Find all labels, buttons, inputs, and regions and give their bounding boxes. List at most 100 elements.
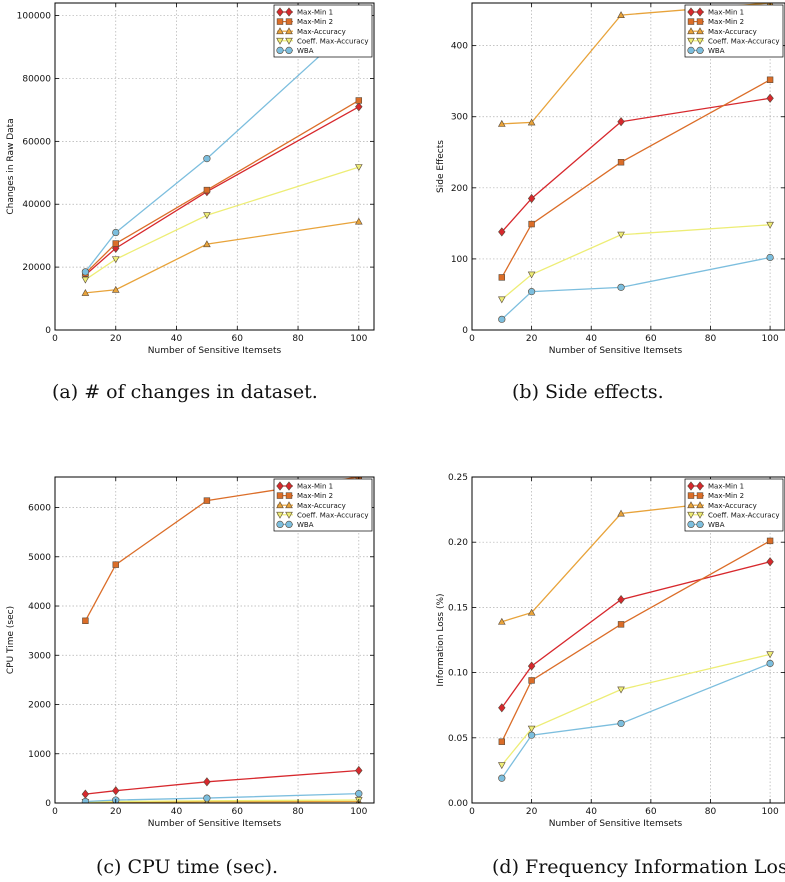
- legend-marker-max-accuracy: [687, 27, 695, 35]
- legend-marker-max-accuracy: [285, 501, 293, 509]
- x-tick-label: 60: [232, 807, 244, 817]
- series-layer: [81, 16, 363, 296]
- plot-frame: [471, 2, 785, 331]
- y-tick-label: 0: [462, 326, 468, 336]
- x-axis-label: Number of Sensitive Itemsets: [148, 346, 282, 356]
- legend-marker-coeff-max-accuracy: [276, 511, 284, 519]
- y-tick-label: 0: [45, 799, 51, 809]
- series-line-coeff-max-accuracy: [85, 799, 359, 803]
- x-tick-label: 40: [586, 807, 598, 817]
- y-tick-label: 40000: [22, 200, 51, 210]
- x-tick-label: 20: [526, 334, 538, 344]
- legend-label-wba: WBA: [708, 521, 725, 529]
- y-tick-label: 0.20: [448, 538, 468, 548]
- series-line-wba: [84, 19, 360, 273]
- legend-label-max-accuracy: Max-Accuracy: [297, 28, 346, 36]
- x-axis-label: Number of Sensitive Itemsets: [148, 819, 282, 829]
- series-line-max-min-2: [501, 79, 771, 278]
- y-tick-label: 400: [451, 42, 468, 52]
- legend-marker-wba: [276, 46, 284, 55]
- x-axis-label: Number of Sensitive Itemsets: [549, 819, 683, 829]
- legend-marker-wba: [696, 46, 704, 55]
- legend-label-coeff-max-accuracy: Coeff. Max-Accuracy: [708, 37, 780, 45]
- point-wba: [528, 288, 536, 296]
- caption-d: (d) Frequency Information Loss: [492, 856, 785, 878]
- series-line-max-min-1: [84, 106, 360, 276]
- legend-label-max-accuracy: Max-Accuracy: [708, 28, 757, 36]
- y-tick-label: 6000: [28, 504, 51, 514]
- point-max-min-2: [617, 621, 625, 628]
- y-tick-label: 1000: [28, 750, 51, 760]
- y-tick-label: 60000: [22, 137, 51, 147]
- series-line-max-min-1: [501, 97, 771, 233]
- series-line-wba: [501, 256, 771, 320]
- legend-label-max-min-2: Max-Min 2: [708, 492, 744, 500]
- y-axis-label: Side Effects: [436, 140, 446, 193]
- series-line-wba: [85, 792, 359, 803]
- legend-marker-max-min-1: [687, 7, 695, 17]
- point-wba: [498, 315, 506, 323]
- point-wba: [81, 268, 89, 276]
- x-tick-label: 80: [705, 334, 717, 344]
- point-max-min-1: [527, 193, 536, 204]
- series-layer: [497, 492, 774, 782]
- point-coeff-max-accuracy: [203, 212, 211, 220]
- point-max-min-2: [355, 97, 363, 104]
- legend-marker-max-accuracy: [285, 27, 293, 35]
- legend-marker-max-min-1: [276, 481, 284, 491]
- legend-label-coeff-max-accuracy: Coeff. Max-Accuracy: [297, 511, 369, 519]
- point-max-min-2: [528, 220, 535, 228]
- plot-frame: [471, 476, 785, 804]
- y-tick-label: 3000: [28, 651, 51, 661]
- legend-marker-max-min-2: [687, 492, 695, 499]
- x-tick-label: 60: [232, 334, 244, 344]
- y-tick-label: 300: [451, 113, 468, 123]
- chart-4: 0 20 40 60 80 100 0.00 0.05 0.10 0.15 0.20 0.25 Numb…: [436, 473, 785, 829]
- point-max-min-2: [112, 240, 119, 247]
- point-max-accuracy: [203, 240, 211, 248]
- x-tick-label: 0: [469, 807, 475, 817]
- legend-marker-wba: [276, 520, 284, 529]
- series-line-max-min-1: [85, 769, 359, 795]
- series-line-coeff-max-accuracy: [85, 166, 360, 281]
- point-wba: [528, 731, 536, 739]
- point-wba: [203, 155, 211, 163]
- y-axis-label: Information Loss (%): [436, 593, 446, 686]
- series-line-coeff-max-accuracy: [501, 224, 771, 300]
- legend-label-max-min-1: Max-Min 1: [708, 9, 744, 17]
- point-max-min-1: [203, 777, 211, 787]
- legend-marker-max-accuracy: [276, 501, 284, 509]
- x-tick-label: 100: [350, 334, 367, 344]
- legend-marker-wba: [687, 520, 695, 529]
- point-max-min-2: [203, 186, 211, 194]
- point-coeff-max-accuracy: [527, 271, 536, 279]
- legend-label-wba: WBA: [297, 47, 314, 55]
- x-tick-label: 80: [705, 807, 717, 817]
- point-coeff-max-accuracy: [497, 762, 506, 770]
- series-layer: [497, 3, 774, 323]
- point-max-min-2: [528, 677, 535, 684]
- point-max-min-1: [527, 661, 536, 671]
- point-coeff-max-accuracy: [617, 231, 625, 239]
- point-max-min-1: [355, 102, 363, 112]
- point-max-min-1: [617, 117, 625, 127]
- point-coeff-max-accuracy: [111, 256, 120, 264]
- y-tick-label: 0.05: [448, 734, 468, 744]
- legend-marker-max-min-1: [276, 7, 284, 17]
- legend-label-max-accuracy: Max-Accuracy: [708, 502, 757, 510]
- y-axis-label: CPU Time (sec): [6, 606, 16, 674]
- series-line-max-accuracy: [85, 220, 359, 294]
- x-tick-label: 0: [469, 334, 475, 344]
- x-tick-label: 100: [762, 807, 779, 817]
- point-max-min-2: [82, 617, 89, 624]
- x-tick-label: 20: [110, 807, 122, 817]
- x-tick-label: 20: [526, 807, 538, 817]
- legend-label-max-min-1: Max-Min 1: [297, 483, 333, 491]
- point-coeff-max-accuracy: [766, 651, 774, 659]
- chart-2: 0 20 40 60 80 100 0 100 200 300 400 Number of Sensi…: [436, 2, 785, 356]
- legend-marker-max-accuracy: [276, 27, 284, 35]
- x-tick-label: 40: [171, 807, 183, 817]
- point-max-accuracy: [527, 118, 536, 126]
